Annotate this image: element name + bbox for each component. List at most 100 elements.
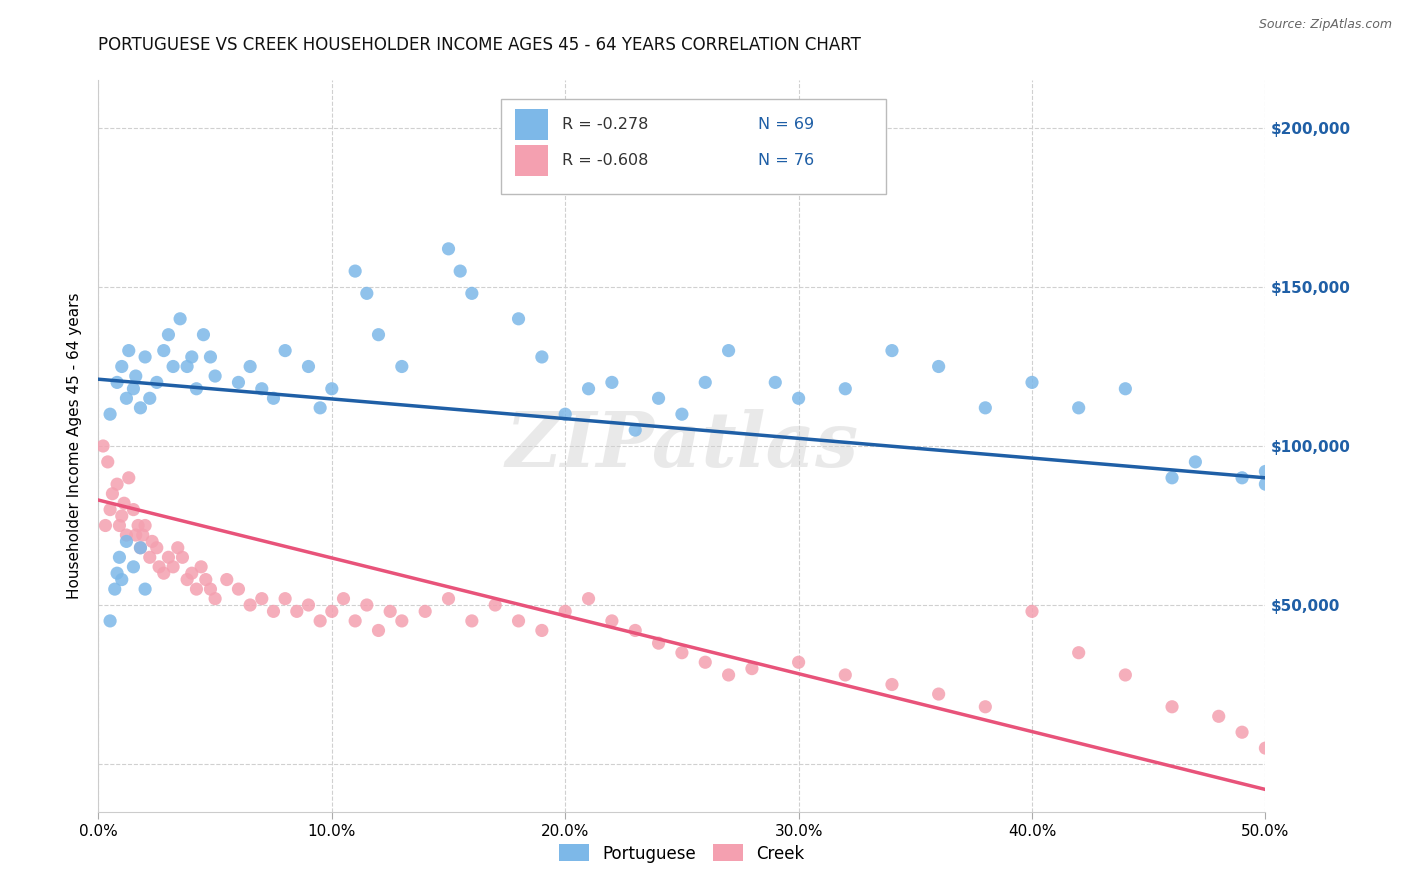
Point [250, 382, 273, 396]
Point [741, 662, 763, 676]
Point [309, 401, 332, 415]
Point [367, 624, 389, 638]
Point [1208, 709, 1230, 723]
Point [111, 573, 134, 587]
Point [94, 518, 117, 533]
Text: N = 69: N = 69 [758, 117, 814, 132]
Point [1021, 376, 1043, 390]
Point [600, 614, 623, 628]
Point [186, 382, 208, 396]
Point [228, 376, 250, 390]
Point [250, 591, 273, 606]
Text: Source: ZipAtlas.com: Source: ZipAtlas.com [1258, 18, 1392, 31]
Point [239, 598, 262, 612]
Point [554, 407, 576, 421]
Point [285, 604, 308, 618]
Point [146, 376, 169, 390]
Point [928, 687, 950, 701]
Point [169, 311, 191, 326]
Point [321, 604, 343, 618]
Point [127, 518, 149, 533]
Point [134, 350, 156, 364]
FancyBboxPatch shape [501, 99, 886, 194]
Point [172, 550, 194, 565]
Point [1161, 699, 1184, 714]
Point [671, 407, 693, 421]
Point [1254, 741, 1277, 756]
Point [91, 439, 114, 453]
Point [162, 559, 184, 574]
Point [122, 559, 145, 574]
Legend: Portuguese, Creek: Portuguese, Creek [553, 838, 811, 869]
Point [111, 359, 134, 374]
Point [974, 699, 997, 714]
Point [129, 541, 152, 555]
Point [108, 550, 131, 565]
Point [105, 376, 128, 390]
Point [578, 382, 600, 396]
Point [101, 486, 124, 500]
Point [193, 327, 215, 342]
Point [262, 604, 284, 618]
Point [228, 582, 250, 596]
Point [484, 598, 506, 612]
Point [647, 636, 669, 650]
Point [763, 376, 786, 390]
Y-axis label: Householder Income Ages 45 - 64 years: Householder Income Ages 45 - 64 years [67, 293, 83, 599]
Point [274, 343, 297, 358]
Point [139, 392, 162, 406]
Point [1184, 455, 1206, 469]
Text: N = 76: N = 76 [758, 153, 814, 169]
Point [97, 455, 120, 469]
Point [344, 264, 367, 278]
Point [98, 614, 121, 628]
Point [125, 528, 148, 542]
Point [122, 382, 145, 396]
Point [391, 614, 413, 628]
FancyBboxPatch shape [515, 145, 548, 176]
Point [98, 407, 121, 421]
Point [1114, 668, 1136, 682]
Point [671, 646, 693, 660]
Text: R = -0.608: R = -0.608 [562, 153, 648, 169]
Point [115, 534, 138, 549]
Point [391, 359, 413, 374]
Point [530, 350, 553, 364]
Point [530, 624, 553, 638]
Point [262, 392, 284, 406]
Point [112, 496, 135, 510]
Point [239, 359, 262, 374]
Point [321, 382, 343, 396]
Point [129, 401, 152, 415]
Point [297, 598, 319, 612]
Point [129, 541, 152, 555]
Point [1230, 725, 1253, 739]
Point [148, 559, 170, 574]
Point [332, 591, 354, 606]
Point [274, 591, 297, 606]
Point [125, 369, 148, 384]
Point [152, 566, 174, 581]
Point [787, 392, 810, 406]
Point [190, 559, 212, 574]
Text: R = -0.278: R = -0.278 [562, 117, 648, 132]
Point [186, 582, 208, 596]
Point [600, 376, 623, 390]
Point [200, 350, 222, 364]
Point [215, 573, 238, 587]
Point [297, 359, 319, 374]
Point [1114, 382, 1136, 396]
Point [356, 598, 378, 612]
Point [152, 343, 174, 358]
Point [141, 534, 163, 549]
Point [104, 582, 127, 596]
Point [624, 423, 647, 437]
Point [200, 582, 222, 596]
Point [176, 573, 198, 587]
Point [105, 477, 128, 491]
Point [461, 286, 484, 301]
Point [624, 624, 647, 638]
Point [554, 604, 576, 618]
Point [309, 614, 332, 628]
Point [1067, 646, 1090, 660]
